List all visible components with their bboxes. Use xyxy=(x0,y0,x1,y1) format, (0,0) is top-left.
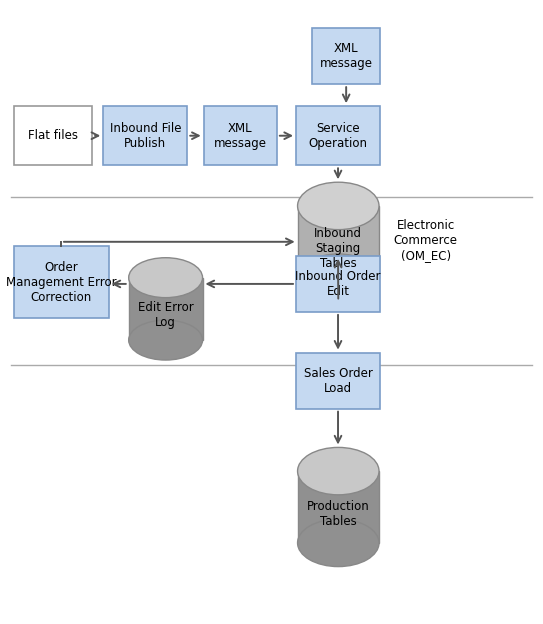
FancyBboxPatch shape xyxy=(103,106,187,165)
Ellipse shape xyxy=(298,182,379,230)
Ellipse shape xyxy=(129,258,203,298)
Text: XML
message: XML message xyxy=(320,42,372,70)
Text: Order
Management Error
Correction: Order Management Error Correction xyxy=(6,261,116,304)
Text: Sales Order
Load: Sales Order Load xyxy=(304,367,372,394)
FancyBboxPatch shape xyxy=(312,28,380,84)
Text: Production
Tables: Production Tables xyxy=(307,500,370,528)
Polygon shape xyxy=(298,206,379,278)
Text: Inbound File
Publish: Inbound File Publish xyxy=(110,122,181,150)
Polygon shape xyxy=(298,471,379,543)
FancyBboxPatch shape xyxy=(296,106,380,165)
Ellipse shape xyxy=(298,254,379,301)
FancyBboxPatch shape xyxy=(296,256,380,312)
Text: XML
message: XML message xyxy=(214,122,267,150)
Ellipse shape xyxy=(298,519,379,567)
FancyBboxPatch shape xyxy=(296,353,380,409)
FancyBboxPatch shape xyxy=(14,106,92,165)
Text: Flat files: Flat files xyxy=(28,129,78,142)
Text: Inbound Order
Edit: Inbound Order Edit xyxy=(295,270,381,298)
Text: Electronic
Commerce
(OM_EC): Electronic Commerce (OM_EC) xyxy=(394,219,458,261)
Polygon shape xyxy=(129,278,203,340)
FancyBboxPatch shape xyxy=(204,106,277,165)
Ellipse shape xyxy=(129,320,203,360)
Text: Inbound
Staging
Tables: Inbound Staging Tables xyxy=(314,227,362,270)
Text: Service
Operation: Service Operation xyxy=(308,122,368,150)
FancyBboxPatch shape xyxy=(14,246,109,318)
Text: Edit Error
Log: Edit Error Log xyxy=(138,301,193,329)
Ellipse shape xyxy=(298,447,379,495)
